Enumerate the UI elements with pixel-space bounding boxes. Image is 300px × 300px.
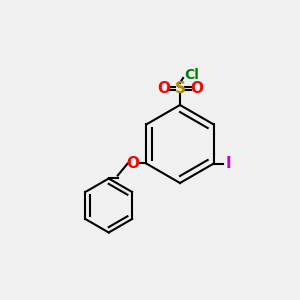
Text: O: O <box>190 81 203 96</box>
Text: O: O <box>157 81 170 96</box>
Text: O: O <box>126 156 139 171</box>
Text: I: I <box>226 156 231 171</box>
Text: S: S <box>175 81 185 96</box>
Text: Cl: Cl <box>184 68 200 82</box>
